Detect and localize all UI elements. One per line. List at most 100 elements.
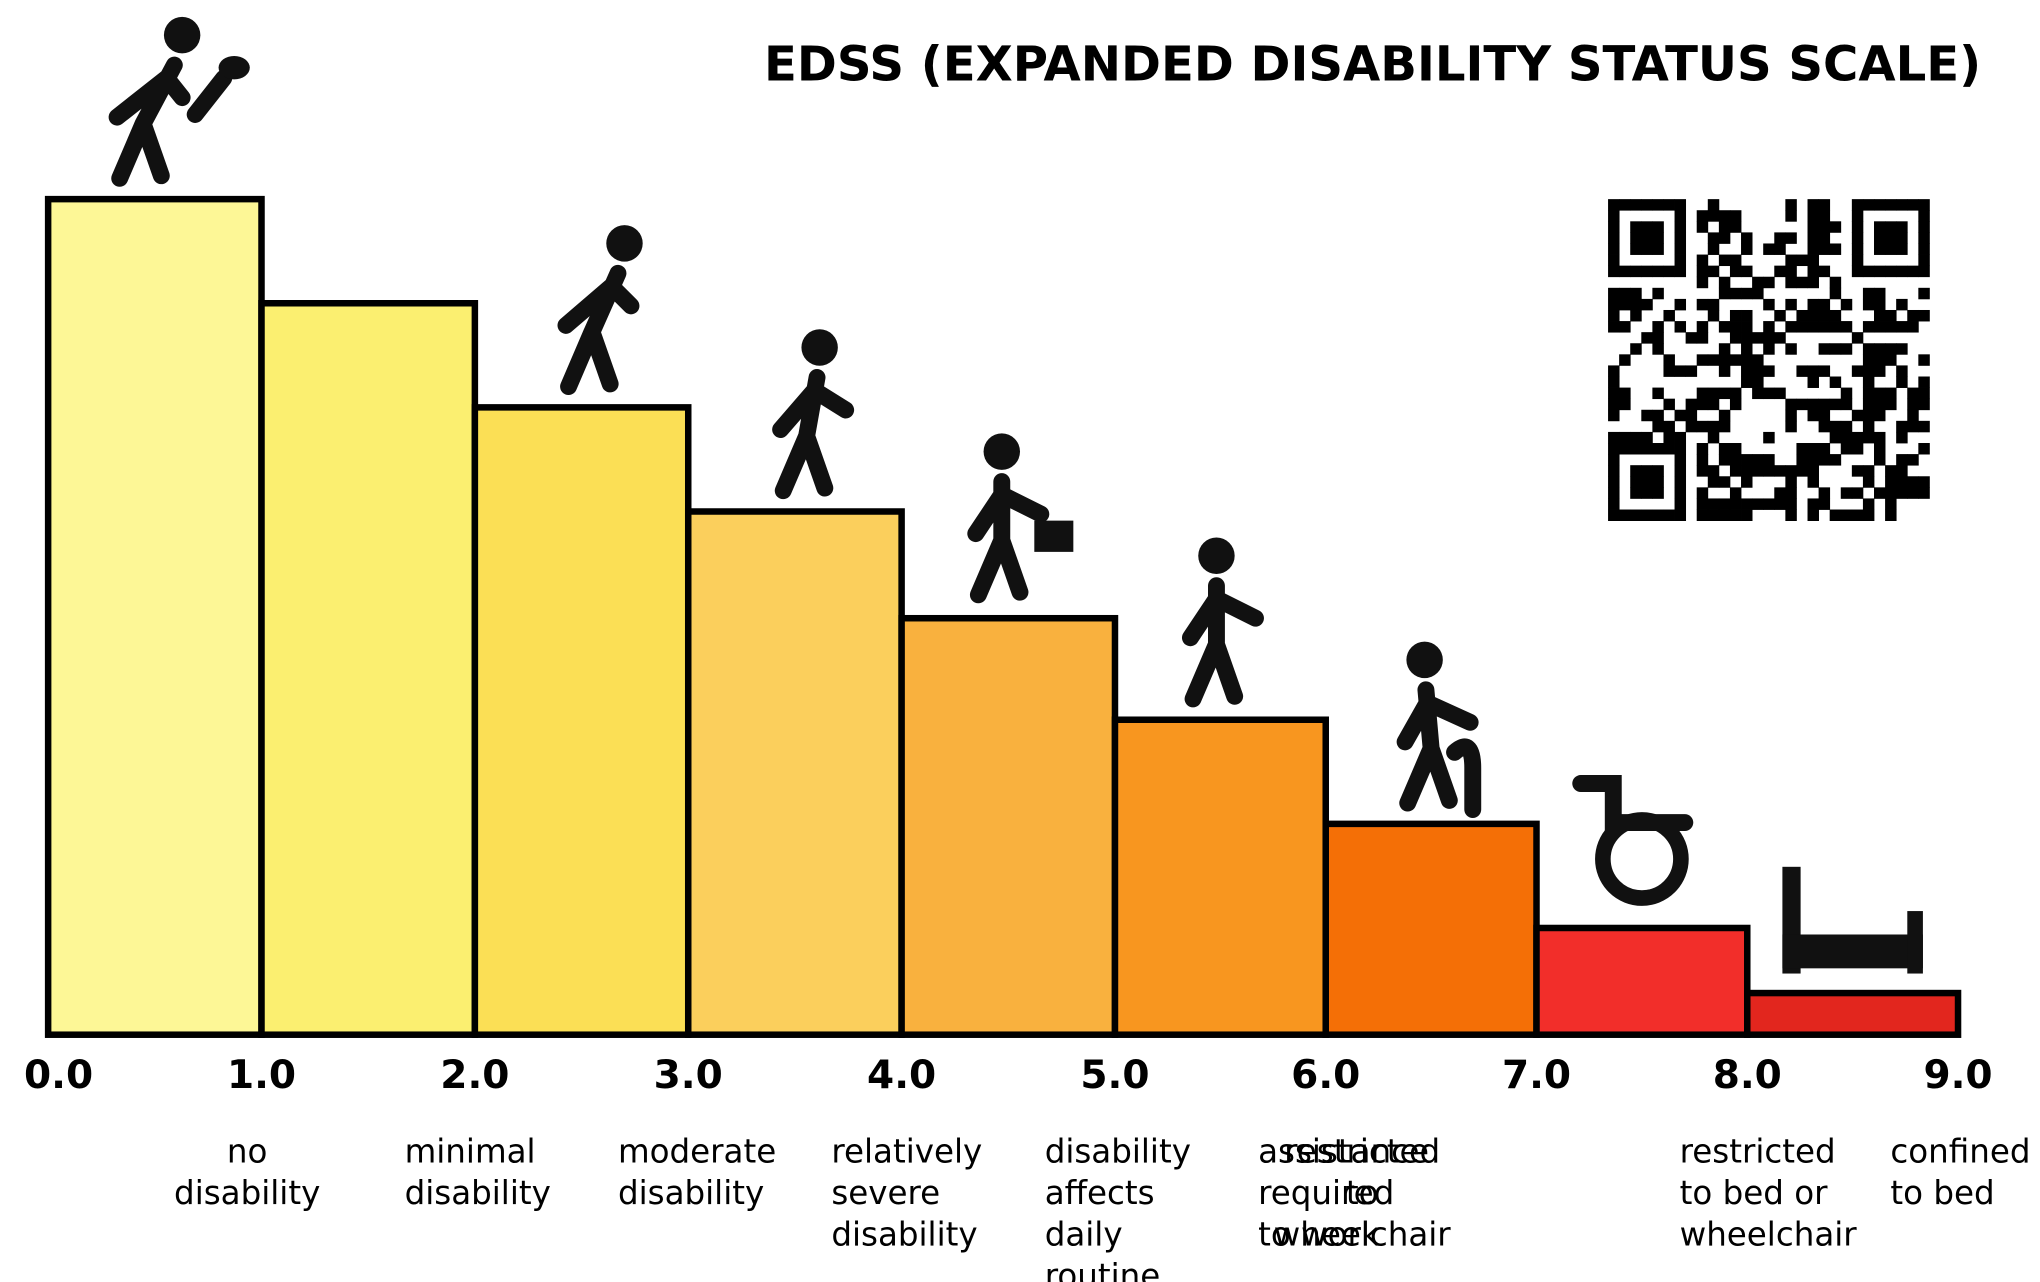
qr-module xyxy=(1608,465,1620,477)
tick-label: 5.0 xyxy=(1080,1053,1149,1098)
qr-module xyxy=(1818,443,1831,455)
qr-module xyxy=(1774,265,1786,278)
qr-module xyxy=(1752,354,1764,366)
qr-module xyxy=(1641,409,1653,422)
qr-module xyxy=(1652,287,1664,300)
qr-module xyxy=(1907,487,1919,499)
qr-module xyxy=(1641,265,1653,278)
qr-module xyxy=(1862,298,1875,311)
qr-module xyxy=(1851,443,1864,455)
qr-module xyxy=(1851,365,1864,377)
qr-module xyxy=(1707,476,1720,488)
step-description: wheelchair xyxy=(1680,1216,1858,1254)
qr-module xyxy=(1619,298,1631,311)
qr-module xyxy=(1608,199,1620,211)
qr-module xyxy=(1785,265,1797,278)
qr-module xyxy=(1851,332,1864,344)
qr-module xyxy=(1696,276,1709,289)
qr-module xyxy=(1718,354,1731,366)
figure-head xyxy=(163,16,201,54)
qr-module xyxy=(1763,243,1775,255)
qr-module xyxy=(1896,265,1908,278)
qr-module xyxy=(1674,498,1687,510)
qr-module xyxy=(1652,420,1664,433)
step-description: affects xyxy=(1045,1174,1155,1212)
qr-module xyxy=(1763,431,1775,444)
qr-module xyxy=(1796,443,1808,455)
qr-module xyxy=(1641,199,1653,211)
qr-module xyxy=(1608,387,1620,400)
qr-module xyxy=(1807,476,1819,488)
qr-module xyxy=(1741,498,1753,510)
qr-module xyxy=(1608,321,1620,333)
qr-module xyxy=(1807,376,1819,388)
qr-module xyxy=(1829,431,1842,444)
qr-module xyxy=(1818,454,1831,466)
qr-module xyxy=(1862,365,1875,377)
qr-module xyxy=(1851,254,1864,267)
qr-module xyxy=(1619,509,1631,521)
step-description: to bed xyxy=(1890,1174,1994,1212)
qr-module xyxy=(1818,487,1831,499)
qr-module xyxy=(1907,409,1919,422)
qr-module xyxy=(1674,232,1687,244)
qr-module xyxy=(1641,232,1653,244)
qr-module xyxy=(1896,232,1908,244)
qr-module xyxy=(1707,243,1720,255)
qr-module xyxy=(1696,454,1709,466)
qr-module xyxy=(1862,431,1875,444)
qr-module xyxy=(1752,454,1764,466)
tick-label: 9.0 xyxy=(1923,1053,1992,1098)
qr-module xyxy=(1874,431,1886,444)
tick-label: 0.0 xyxy=(24,1053,93,1098)
qr-module xyxy=(1774,465,1786,477)
qr-module xyxy=(1807,298,1819,311)
figure-body xyxy=(1181,577,1264,708)
qr-module xyxy=(1829,321,1842,333)
qr-module xyxy=(1652,265,1664,278)
qr-module xyxy=(1874,221,1886,233)
step-description: disability xyxy=(618,1174,764,1212)
figure-body xyxy=(557,264,640,396)
qr-module xyxy=(1752,332,1764,344)
qr-module xyxy=(1774,332,1786,344)
qr-module xyxy=(1807,398,1819,411)
qr-module xyxy=(1741,465,1753,477)
qr-module xyxy=(1696,221,1709,233)
qr-module xyxy=(1896,431,1908,444)
qr-module xyxy=(1896,476,1908,488)
qr-module xyxy=(1818,210,1831,222)
tick-label: 2.0 xyxy=(440,1053,509,1098)
qr-module xyxy=(1718,498,1731,510)
qr-module xyxy=(1707,232,1720,244)
qr-module xyxy=(1829,509,1842,521)
qr-module xyxy=(1874,354,1886,366)
qr-module xyxy=(1685,365,1698,377)
qr-module xyxy=(1752,376,1764,388)
qr-module xyxy=(1663,431,1675,444)
qr-module xyxy=(1608,232,1620,244)
qr-module xyxy=(1807,409,1819,422)
step-description: relatively xyxy=(831,1132,982,1170)
qr-module xyxy=(1774,498,1786,510)
qr-module xyxy=(1663,509,1675,521)
qr-module xyxy=(1885,321,1897,333)
qr-module xyxy=(1818,398,1831,411)
qr-module xyxy=(1785,321,1797,333)
qr-module xyxy=(1763,454,1775,466)
step-description: wheelchair xyxy=(1274,1216,1452,1254)
qr-module xyxy=(1630,221,1642,233)
qr-module xyxy=(1696,509,1709,521)
qr-module xyxy=(1608,509,1620,521)
step-description: moderate xyxy=(618,1132,776,1170)
qr-module xyxy=(1807,498,1819,510)
qr-module xyxy=(1663,365,1675,377)
qr-module xyxy=(1885,498,1897,510)
qr-module xyxy=(1918,232,1930,244)
step-description: confined xyxy=(1890,1132,2030,1170)
qr-module xyxy=(1608,210,1620,222)
qr-module xyxy=(1707,298,1720,311)
qr-module xyxy=(1796,276,1808,289)
qr-module xyxy=(1840,298,1853,311)
qr-module xyxy=(1807,232,1819,244)
